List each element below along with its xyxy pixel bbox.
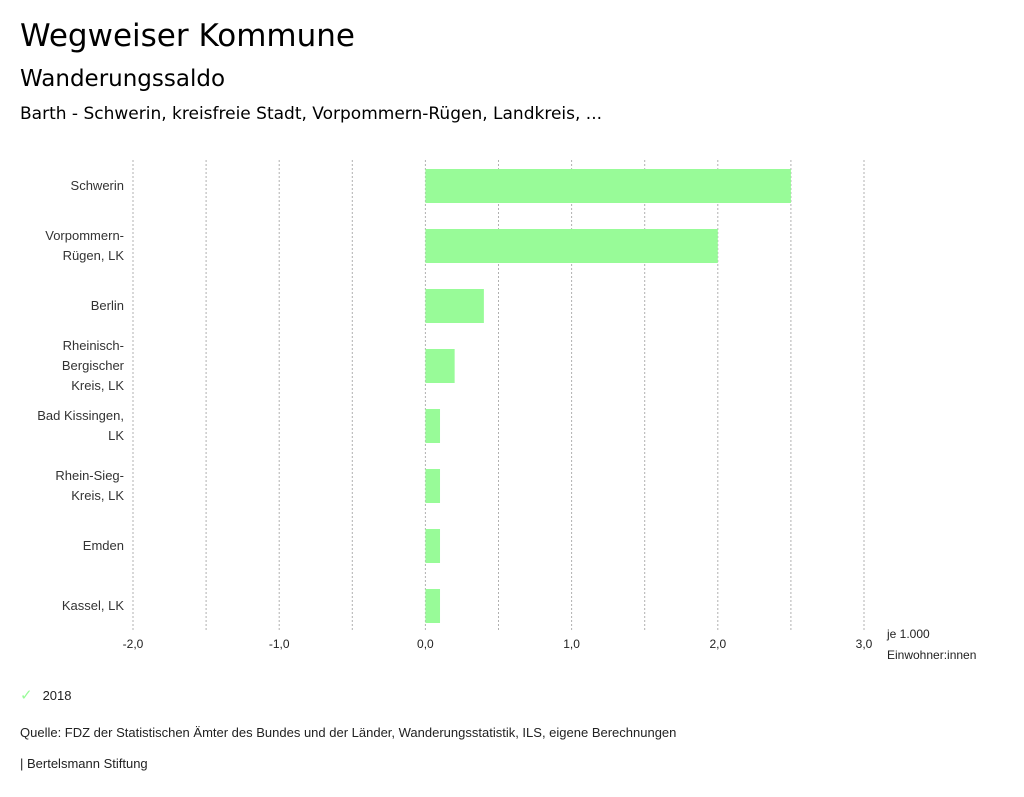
category-label: Rheinisch- (63, 338, 124, 353)
bar[interactable] (425, 409, 441, 443)
bar[interactable] (425, 169, 791, 203)
bars (425, 169, 791, 623)
bar[interactable] (425, 529, 441, 563)
grid-lines (132, 160, 865, 632)
x-tick-label: 2,0 (709, 637, 726, 651)
category-label: Rügen, LK (63, 248, 125, 263)
category-label: Bergischer (62, 358, 125, 373)
bar[interactable] (425, 349, 455, 383)
page-title: Wegweiser Kommune (20, 18, 355, 54)
category-label: Bad Kissingen, (37, 408, 124, 423)
x-axis-label-line1: je 1.000 (886, 627, 930, 641)
bar[interactable] (425, 589, 441, 623)
legend-label: 2018 (42, 687, 72, 703)
category-label: Vorpommern- (45, 228, 124, 243)
source-note: Quelle: FDZ der Statistischen Ämter des … (20, 725, 677, 740)
x-tick-label: -2,0 (123, 637, 144, 651)
x-tick-labels: -2,0 -1,0 0,0 1,0 2,0 3,0 (123, 637, 873, 651)
bar[interactable] (425, 289, 484, 323)
legend-item-2018[interactable]: ✓ 2018 (20, 686, 72, 704)
category-label: Kreis, LK (71, 378, 124, 393)
bar[interactable] (425, 469, 441, 503)
chart-subtitle: Wanderungssaldo (20, 66, 226, 92)
category-label: Emden (83, 538, 124, 553)
x-tick-label: 3,0 (856, 637, 873, 651)
x-tick-label: 1,0 (563, 637, 580, 651)
x-axis-label-line2: Einwohner:innen (887, 648, 976, 662)
bar[interactable] (425, 229, 718, 263)
category-labels: Schwerin Vorpommern- Rügen, LK Berlin Rheini… (37, 178, 124, 613)
category-label: LK (108, 428, 124, 443)
bar-chart: Schwerin Vorpommern- Rügen, LK Berlin Rheini… (37, 160, 976, 662)
category-label: Kreis, LK (71, 488, 124, 503)
chart-description: Barth - Schwerin, kreisfreie Stadt, Vorp… (20, 104, 603, 124)
x-tick-label: -1,0 (269, 637, 290, 651)
brand-credit: | Bertelsmann Stiftung (20, 756, 148, 771)
checkmark-icon: ✓ (20, 687, 33, 704)
category-label: Schwerin (71, 178, 124, 193)
category-label: Berlin (91, 298, 124, 313)
x-tick-label: 0,0 (417, 637, 434, 651)
category-label: Kassel, LK (62, 598, 124, 613)
category-label: Rhein-Sieg- (55, 468, 124, 483)
